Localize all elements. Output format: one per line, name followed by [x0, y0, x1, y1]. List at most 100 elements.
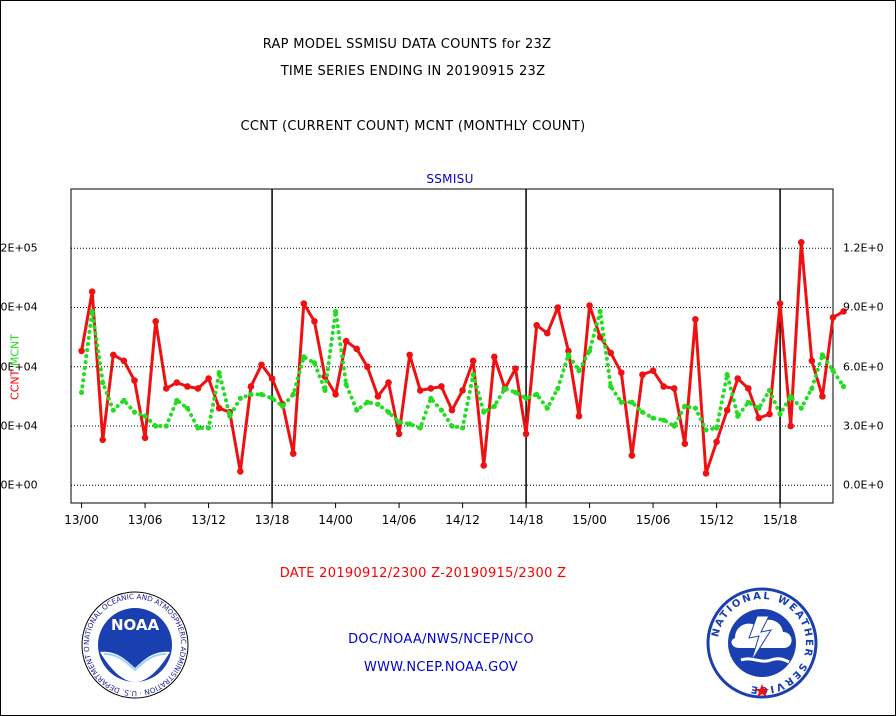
series-ccnt-point: [819, 393, 826, 400]
series-mcnt-point: [174, 397, 180, 403]
series-mcnt-point: [830, 368, 836, 374]
series-mcnt-point: [502, 385, 508, 392]
x-tick-label: 14/06: [381, 513, 417, 527]
series-ccnt-point: [300, 300, 308, 307]
series-mcnt-point: [639, 409, 646, 415]
x-tick-label: 15/00: [572, 513, 607, 527]
series-mcnt-point: [724, 372, 730, 378]
series-ccnt-point: [681, 440, 689, 448]
series-ccnt-point: [78, 347, 85, 355]
y-tick-label-right: 3.0E+0: [843, 419, 884, 433]
series-ccnt-point: [533, 321, 540, 329]
series-ccnt-point: [755, 414, 763, 422]
series-ccnt-point: [702, 470, 710, 477]
series-mcnt-point: [618, 399, 624, 405]
series-mcnt-point: [153, 423, 159, 429]
series-mcnt-point: [491, 403, 497, 409]
series-mcnt-point: [417, 425, 423, 431]
series-mcnt-point: [354, 407, 360, 413]
series-ccnt-point: [512, 365, 519, 373]
noaa-logo-text: NOAA: [111, 616, 160, 634]
series-mcnt-point: [205, 425, 212, 431]
series-mcnt-point: [809, 385, 815, 392]
y-axis-title: CCNT MCNT: [9, 334, 22, 400]
series-ccnt-point: [543, 329, 551, 337]
series-mcnt-point: [311, 360, 318, 366]
title-line-1: RAP MODEL SSMISU DATA COUNTS for 23Z: [262, 37, 552, 52]
x-tick-label: 15/12: [699, 513, 734, 527]
series-ccnt-point: [522, 430, 530, 438]
series-mcnt-point: [269, 395, 275, 401]
org-path: DOC/NOAA/NWS/NCEP/NCO: [348, 632, 534, 647]
x-tick-label: 13/12: [191, 513, 226, 527]
series-ccnt-line: [80, 240, 845, 475]
x-tick-label: 13/06: [127, 513, 163, 527]
x-tick-label: 13/18: [254, 513, 290, 527]
series-mcnt-point: [555, 385, 561, 392]
noaa-logo-icon: NATIONAL OCEANIC AND ATMOSPHERIC ADMINIS…: [77, 583, 189, 699]
ncep-link[interactable]: WWW.NCEP.NOAA.GOV: [363, 660, 519, 675]
series-ccnt-point: [427, 385, 435, 392]
series-mcnt-point: [110, 407, 116, 413]
series-ccnt-point: [152, 318, 159, 325]
series-mcnt-point: [629, 399, 635, 405]
series-mcnt-point: [142, 413, 148, 419]
series-ccnt-point: [395, 430, 403, 438]
series-mcnt-point: [184, 405, 191, 411]
date-range: DATE 20190912/2300 Z-20190915/2300 Z: [279, 566, 567, 581]
series-ccnt-point: [480, 462, 488, 469]
y-tick-label-right: 9.0E+0: [843, 300, 884, 314]
series-ccnt-point: [184, 383, 191, 390]
series-mcnt-point: [438, 407, 445, 413]
series-mcnt-point: [163, 423, 169, 429]
x-tick-label: 14/12: [445, 513, 480, 527]
series-ccnt-point: [776, 300, 784, 307]
series-mcnt-point: [131, 409, 138, 415]
y-tick-label-right: 1.2E+0: [843, 241, 884, 255]
y-axis-title-mcnt: MCNT: [8, 333, 22, 370]
series-ccnt-point: [385, 379, 392, 386]
series-ccnt-point: [332, 391, 339, 398]
series-ccnt-point: [628, 452, 636, 459]
series-ccnt-point: [131, 377, 138, 384]
series-ccnt-point: [787, 422, 794, 430]
series-ccnt-point: [289, 450, 297, 457]
series-ccnt-point: [469, 357, 477, 365]
x-tick-label: 15/06: [635, 513, 671, 527]
series-mcnt-point: [766, 387, 773, 394]
y-tick-label-left: .0E+04: [0, 300, 38, 314]
series-ccnt-point: [110, 351, 117, 359]
y-tick-label-right: 0.0E+0: [843, 478, 884, 492]
series-ccnt-point: [692, 316, 699, 323]
series-ccnt-point: [406, 351, 413, 359]
series-mcnt-point: [840, 383, 847, 390]
series-mcnt-point: [703, 427, 709, 433]
series-ccnt-point: [353, 345, 361, 353]
series-ccnt-point: [258, 361, 265, 369]
series-ccnt-point: [491, 353, 498, 361]
series-ccnt-point: [840, 308, 847, 315]
plot-frame: [70, 188, 834, 504]
series-ccnt-point: [237, 468, 244, 475]
series-mcnt-point: [248, 391, 254, 397]
series-mcnt-point: [682, 403, 688, 409]
series-ccnt-point: [194, 385, 202, 392]
series-mcnt-point: [407, 421, 413, 427]
series-mcnt-point: [713, 425, 720, 431]
series-ccnt-point: [173, 379, 181, 386]
series-mcnt-point: [280, 403, 286, 409]
series-ccnt-point: [649, 367, 657, 374]
series-ccnt-point: [342, 337, 350, 345]
series-mcnt-point: [343, 381, 349, 388]
series-ccnt-point: [141, 434, 149, 442]
series-ccnt-point: [120, 357, 128, 365]
series-mcnt-point: [364, 399, 370, 405]
series-ccnt-point: [247, 383, 255, 390]
series-ccnt-point: [607, 349, 615, 357]
series-mcnt-point: [459, 425, 466, 431]
series-ccnt-point: [808, 357, 816, 365]
series-mcnt-point: [650, 415, 656, 421]
series-ccnt-point: [797, 239, 805, 246]
series-mcnt-point: [385, 409, 392, 415]
